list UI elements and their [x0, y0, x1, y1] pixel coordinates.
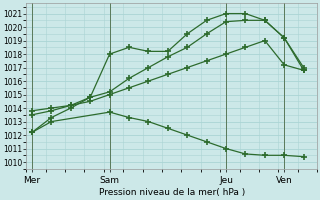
X-axis label: Pression niveau de la mer( hPa ): Pression niveau de la mer( hPa ) [99, 188, 245, 197]
